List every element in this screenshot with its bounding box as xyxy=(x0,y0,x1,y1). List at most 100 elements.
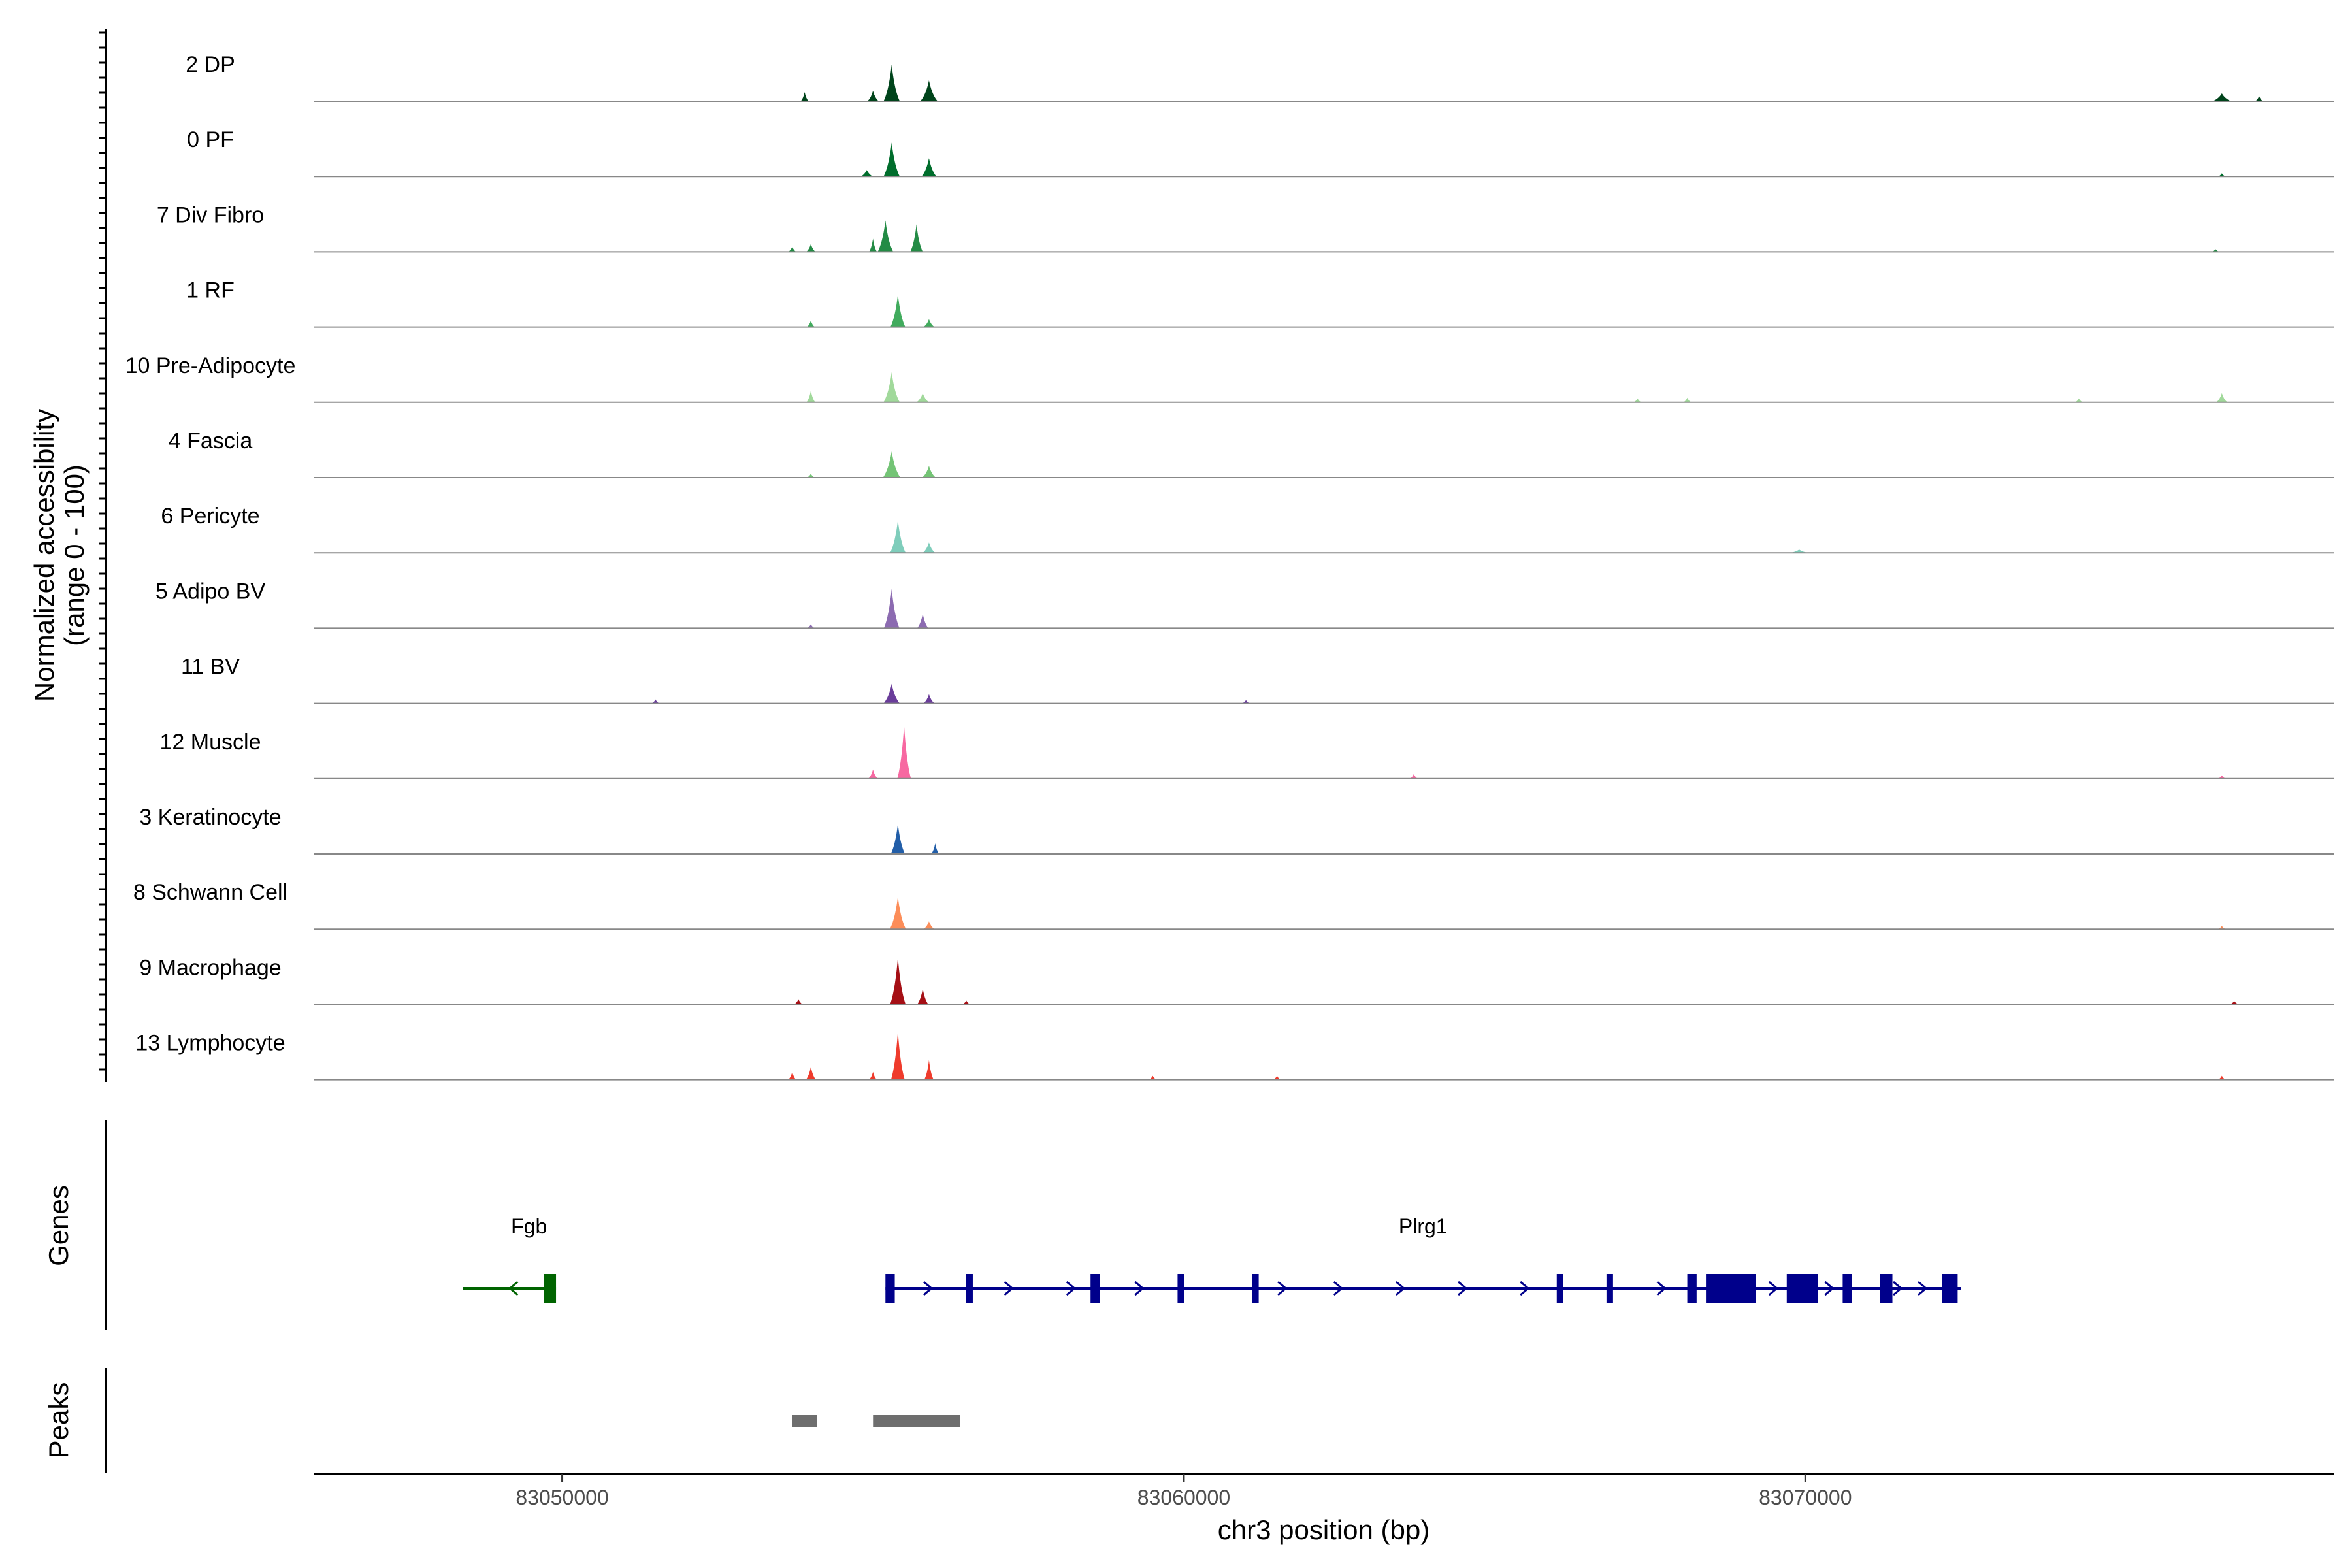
coverage-peak xyxy=(917,988,928,1005)
coverage-peak xyxy=(883,589,900,629)
coverage-peak xyxy=(1683,397,1691,402)
track-label: 7 Div Fibro xyxy=(157,203,264,227)
strand-arrow xyxy=(1458,1281,1468,1296)
coverage-peak xyxy=(807,474,815,478)
coverage-peak xyxy=(923,694,935,704)
peak-regions xyxy=(792,1415,960,1427)
coverage-peak xyxy=(1410,774,1418,779)
coverage-peak xyxy=(2074,398,2083,402)
strand-arrow xyxy=(1918,1281,1928,1296)
coverage-peak xyxy=(921,158,937,177)
coverage-peak xyxy=(806,244,816,252)
coverage-peak xyxy=(1242,700,1250,704)
coverage-peak xyxy=(962,1000,970,1005)
coverage-peak xyxy=(2229,1001,2240,1005)
track-label: 4 Fascia xyxy=(169,429,253,453)
coverage-track: 1 RF xyxy=(186,278,2334,328)
strand-arrow xyxy=(1656,1281,1667,1296)
coverage-peak xyxy=(788,246,796,252)
x-axis-title: chr3 position (bp) xyxy=(1218,1514,1430,1545)
y-axis-title: Normalized accessibility xyxy=(29,409,59,702)
gene-label: Plrg1 xyxy=(1399,1215,1448,1238)
x-axis-ticks: 83050000 83060000 83070000 xyxy=(515,1474,1852,1509)
strand-arrow xyxy=(1768,1281,1779,1296)
coverage-peak xyxy=(869,1071,877,1080)
coverage-track: 9 Macrophage xyxy=(139,955,2334,1005)
coverage-peak xyxy=(2212,93,2231,101)
strand-arrow xyxy=(1893,1281,1903,1296)
strand-arrow xyxy=(1134,1281,1145,1296)
gene-exon xyxy=(1942,1274,1958,1303)
coverage-peak xyxy=(1633,398,1642,402)
coverage-peak xyxy=(931,843,939,854)
coverage-peak xyxy=(794,999,803,1005)
track-label: 8 Schwann Cell xyxy=(133,880,287,905)
coverage-peak xyxy=(890,824,906,854)
strand-arrow xyxy=(1395,1281,1406,1296)
coverage-peak xyxy=(922,466,936,478)
gene-exon xyxy=(1252,1274,1259,1303)
coverage-peak xyxy=(2217,1075,2226,1080)
y-axis-range: (range 0 - 100) xyxy=(59,465,90,646)
coverage-track: 12 Muscle xyxy=(160,725,2334,779)
gene-exon xyxy=(544,1274,557,1303)
coverage-peak xyxy=(806,1066,816,1080)
peaks-track-label: Peaks xyxy=(43,1382,74,1459)
coverage-peak xyxy=(867,91,879,101)
gene-exon xyxy=(1556,1274,1563,1303)
coverage-peak xyxy=(883,142,900,177)
coverage-peak xyxy=(651,699,660,704)
coverage-track: 0 PF xyxy=(187,127,2334,178)
gene-exon xyxy=(1177,1274,1184,1303)
coverage-track: 13 Lymphocyte xyxy=(135,1031,2334,1081)
x-tick-label: 83070000 xyxy=(1759,1486,1852,1509)
strand-arrow xyxy=(1824,1281,1835,1296)
track-label: 10 Pre-Adipocyte xyxy=(125,353,296,378)
gene-exon xyxy=(1786,1274,1818,1303)
coverage-track: 7 Div Fibro xyxy=(157,203,2334,253)
gene-exon xyxy=(966,1274,973,1303)
coverage-peak xyxy=(788,1071,796,1080)
coverage-track: 5 Adipo BV xyxy=(155,579,2334,629)
coverage-tracks: 2 DP 0 PF 7 Div Fibro 1 RF 10 Pre-Adipocyte 4… xyxy=(125,52,2334,1081)
coverage-peak xyxy=(923,542,936,553)
track-label: 3 Keratinocyte xyxy=(139,805,281,830)
track-label: 5 Adipo BV xyxy=(155,579,266,604)
coverage-peak xyxy=(916,393,929,402)
gene-exon xyxy=(1880,1274,1893,1303)
genes-track-label: Genes xyxy=(43,1185,74,1266)
coverage-peak xyxy=(2217,775,2226,779)
x-tick-label: 83050000 xyxy=(515,1486,608,1509)
coverage-peak xyxy=(897,725,911,779)
x-tick-label: 83060000 xyxy=(1137,1486,1230,1509)
coverage-track: 4 Fascia xyxy=(169,429,2334,478)
coverage-track: 10 Pre-Adipocyte xyxy=(125,353,2334,403)
track-label: 13 Lymphocyte xyxy=(135,1031,285,1056)
strand-arrow xyxy=(1004,1281,1014,1296)
coverage-peak xyxy=(2216,393,2228,402)
coverage-peak xyxy=(920,80,938,101)
strand-arrow xyxy=(1333,1281,1344,1296)
coverage-peak xyxy=(806,390,815,402)
track-label: 2 DP xyxy=(186,52,235,77)
coverage-peak xyxy=(2255,96,2263,101)
gene-fgb: Fgb xyxy=(463,1215,557,1303)
gene-exon xyxy=(1842,1274,1852,1303)
coverage-peak xyxy=(883,372,900,402)
coverage-peak xyxy=(868,769,878,779)
coverage-y-minor-ticks xyxy=(99,31,106,1071)
coverage-peak xyxy=(860,170,874,177)
coverage-peak xyxy=(1789,549,1809,553)
gene-exon xyxy=(1606,1274,1613,1303)
peak-region xyxy=(792,1415,817,1427)
coverage-peak xyxy=(800,92,809,101)
coverage-track: 8 Schwann Cell xyxy=(133,880,2334,930)
coverage-peak xyxy=(807,624,815,629)
coverage-peak xyxy=(883,451,901,478)
coverage-peak xyxy=(890,294,906,327)
coverage-peak xyxy=(890,1031,905,1080)
coverage-peak xyxy=(1273,1075,1281,1080)
gene-exon xyxy=(1687,1274,1697,1303)
track-label: 12 Muscle xyxy=(160,730,261,755)
track-label: 6 Pericyte xyxy=(161,504,259,529)
